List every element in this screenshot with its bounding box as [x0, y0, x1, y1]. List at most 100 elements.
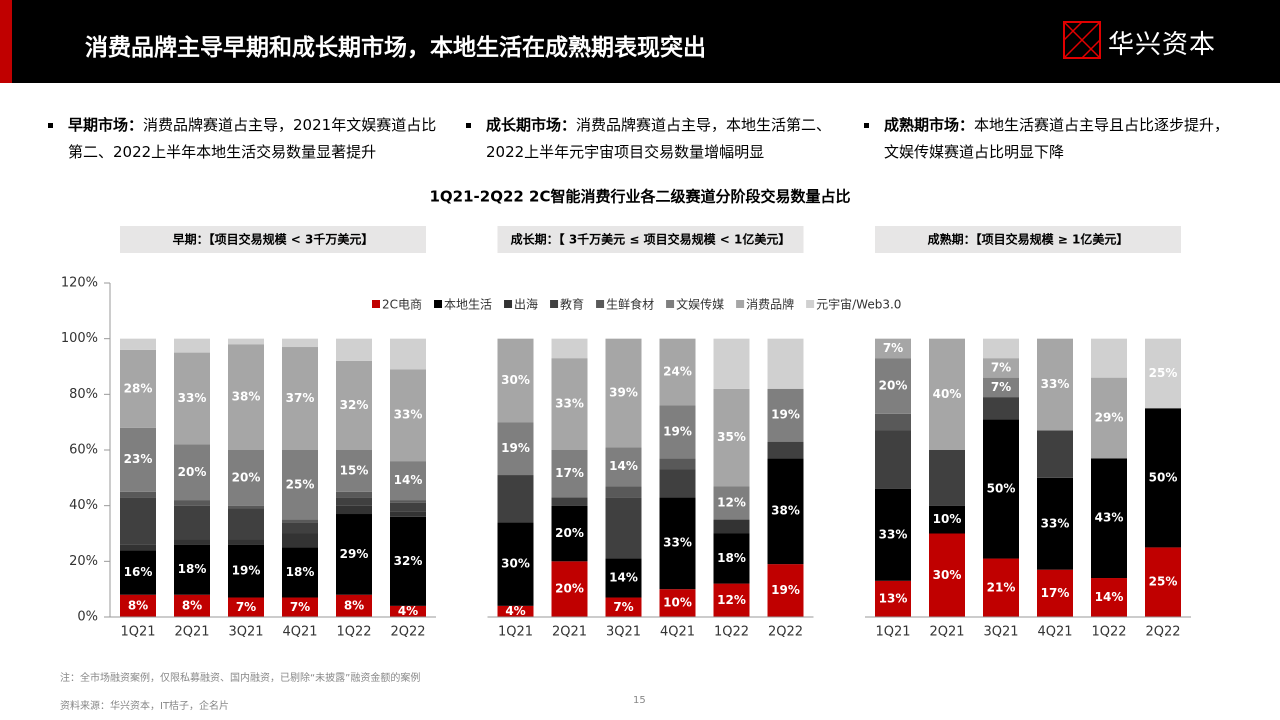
data-label: 7% [236, 600, 256, 614]
bar-segment [174, 352, 210, 445]
bar-segment [282, 450, 318, 520]
data-label: 10% [933, 512, 962, 526]
x-tick-label: 1Q21 [498, 625, 533, 640]
bar-segment [605, 558, 642, 598]
logo-text: 华兴资本 [1108, 30, 1217, 60]
bar-segment [983, 377, 1019, 398]
chart: 1Q21-2Q22 2C智能消费行业各二级赛道分阶段交易数量占比 早期：【项目交… [61, 188, 1191, 640]
bar-segment [713, 388, 750, 487]
bullet-label: 成熟期市场： [884, 116, 975, 134]
page-number: 15 [633, 695, 646, 706]
x-tick-label: 3Q21 [983, 625, 1018, 640]
bar-segment [605, 338, 642, 448]
bar-segment [929, 450, 965, 506]
y-tick-label: 40% [69, 498, 98, 513]
bar-segment [336, 505, 372, 515]
y-tick-label: 100% [61, 331, 98, 346]
legend-swatch [736, 300, 745, 308]
data-label: 16% [124, 565, 153, 579]
bar-segment [551, 338, 588, 359]
bar-segment [713, 533, 750, 584]
data-label: 19% [663, 424, 692, 438]
bar-segment [282, 347, 318, 450]
bullet: 早期市场：消费品牌赛道占主导，2021年文娱赛道占比第二、2022上半年本地生活… [48, 112, 438, 166]
bar-segment [713, 338, 750, 389]
bar-segment [174, 500, 210, 506]
bar-segment [929, 505, 965, 534]
bar-segment [120, 550, 156, 595]
x-tick-label: 1Q21 [875, 625, 910, 640]
data-label: 18% [717, 551, 746, 565]
logo-icon [1063, 21, 1101, 59]
bar-segment [390, 369, 426, 462]
data-label: 40% [933, 387, 962, 401]
bar-segment [336, 360, 372, 450]
bar-segment [228, 450, 264, 506]
data-label: 35% [717, 430, 746, 444]
bar-segment [336, 491, 372, 498]
data-label: 37% [286, 391, 315, 405]
data-label: 7% [883, 341, 903, 355]
data-label: 33% [879, 527, 908, 541]
panel-box [875, 226, 1181, 253]
bar-segment [174, 505, 210, 540]
bar-segment [390, 516, 426, 606]
legend-swatch [806, 300, 815, 308]
data-label: 17% [555, 466, 584, 480]
bar-segment [1091, 377, 1127, 459]
bar-segment [713, 583, 750, 617]
bar-segment [1037, 430, 1073, 478]
bar-segment [497, 475, 534, 523]
x-tick-label: 2Q22 [390, 625, 425, 640]
x-tick-label: 1Q22 [336, 625, 371, 640]
chart-title: 1Q21-2Q22 2C智能消费行业各二级赛道分阶段交易数量占比 [429, 188, 850, 206]
bar-segment [1091, 578, 1127, 617]
bar-segment [282, 519, 318, 523]
panel-label: 成长期：【 3千万美元 ≤ 项目交易规模 < 1亿美元】 [511, 232, 791, 247]
x-tick-label: 3Q21 [606, 625, 641, 640]
bar-segment [228, 505, 264, 509]
data-label: 23% [124, 452, 153, 466]
bar-segment [875, 580, 911, 617]
data-label: 4% [505, 604, 525, 618]
bar-segment [983, 558, 1019, 617]
bar-segment [605, 486, 642, 498]
data-label: 4% [398, 604, 418, 618]
bar-segment [767, 441, 804, 459]
bar-segment [1037, 338, 1073, 431]
bullet-text: 消费品牌赛道占主导，本地生活第二、2022上半年元宇宙项目交易数量增幅明显 [486, 116, 832, 161]
panel-label: 早期：【项目交易规模 < 3千万美元】 [173, 232, 374, 247]
legend-swatch [504, 300, 513, 308]
bar-segment [767, 564, 804, 617]
bar-segment [120, 594, 156, 617]
bar-segment [120, 427, 156, 492]
data-label: 15% [340, 463, 369, 477]
bar-segment [228, 539, 264, 545]
bar-segment [983, 419, 1019, 559]
legend-swatch [434, 300, 443, 308]
bar-segment [551, 497, 588, 506]
legend-label: 文娱传媒 [676, 297, 724, 312]
y-tick-label: 80% [69, 387, 98, 402]
bar-segment [1037, 569, 1073, 617]
bullet-label: 早期市场： [68, 116, 144, 134]
data-label: 18% [178, 562, 207, 576]
bar-segment [174, 594, 210, 617]
header: 消费品牌主导早期和成长期市场，本地生活在成熟期表现突出 华兴资本 [0, 0, 1280, 83]
bullet-text: 本地生活赛道占主导且占比逐步提升，文娱传媒赛道占比明显下降 [884, 116, 1230, 161]
bar-segment [228, 544, 264, 598]
bar-segment [120, 349, 156, 428]
bar-segment [336, 450, 372, 492]
bar-segment [1037, 477, 1073, 570]
bar-segment [767, 338, 804, 389]
bar-segment [605, 597, 642, 617]
x-tick-label: 1Q22 [714, 625, 749, 640]
data-label: 43% [1095, 511, 1124, 525]
bar-segment [551, 450, 588, 498]
y-tick-label: 120% [61, 276, 98, 291]
data-label: 33% [555, 397, 584, 411]
data-label: 33% [178, 391, 207, 405]
bar-segment [767, 458, 804, 565]
bar-segment [390, 461, 426, 501]
data-label: 19% [771, 408, 800, 422]
